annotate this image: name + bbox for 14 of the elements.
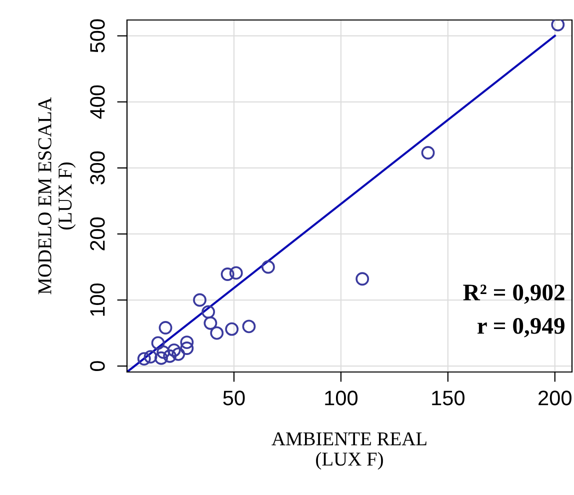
y-tick-label: 0 [90,361,105,372]
y-tick-label: 100 [90,283,105,316]
x-tick-label: 200 [538,390,572,406]
y-tick-label: 300 [90,151,105,185]
annotation: r = 0,949 [478,318,564,338]
x-tick-label: 50 [223,390,245,406]
y-tick-label: 400 [90,85,105,119]
x-tick-label: 150 [432,390,464,406]
y-tick-label: 500 [90,19,105,52]
y-tick-label: 200 [90,217,105,250]
y-axis-title: MODELO EM ESCALA (LUX F) [38,97,76,294]
annotation: R² = 0,902 [463,284,564,304]
x-axis-title: AMBIENTE REAL (LUX F) [272,432,426,470]
x-tick-label: 100 [325,390,358,406]
